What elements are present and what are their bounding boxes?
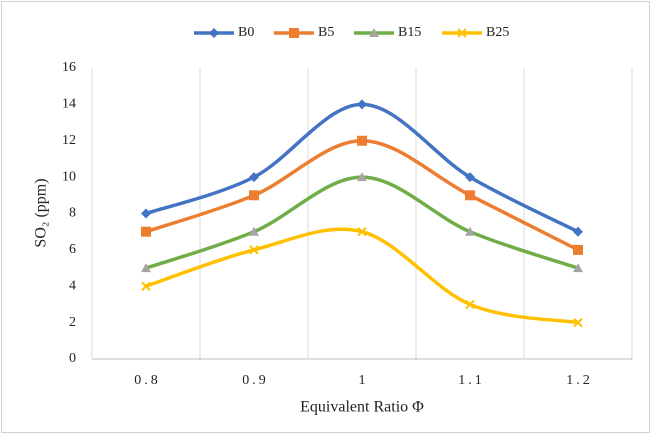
y-tick-label: 14: [62, 97, 76, 112]
y-tick-label: 0: [69, 351, 76, 366]
legend-item: B5: [274, 25, 334, 40]
marker: [357, 172, 367, 182]
y-tick-label: 8: [69, 206, 76, 221]
legend-item: B25: [442, 25, 509, 40]
x-tick-label: 1.1: [458, 373, 485, 388]
marker: [573, 317, 583, 328]
marker: [465, 226, 475, 236]
marker: [357, 99, 367, 110]
marker: [141, 281, 151, 291]
marker: [573, 226, 583, 237]
marker: [573, 244, 583, 255]
legend-label: B15: [398, 25, 421, 40]
marker: [209, 28, 219, 38]
y-tick-label: 10: [62, 169, 76, 184]
marker: [357, 226, 367, 237]
marker: [465, 299, 475, 310]
x-tick-label: 1.2: [566, 373, 593, 388]
marker: [249, 190, 259, 201]
x-axis-title: Equivalent Ratio Φ: [300, 399, 424, 416]
marker: [357, 135, 367, 146]
y-tick-label: 16: [62, 60, 76, 75]
marker: [141, 226, 151, 237]
y-tick-label: 12: [62, 133, 76, 148]
marker: [465, 190, 475, 201]
legend-item: B0: [194, 25, 254, 40]
legend-item: B15: [354, 25, 421, 40]
marker: [249, 226, 259, 236]
legend-label: B5: [318, 25, 334, 40]
legend-label: B0: [238, 25, 254, 40]
y-axis-title: SO₂ (ppm): [33, 178, 50, 247]
marker: [289, 28, 299, 38]
marker: [141, 208, 151, 219]
marker: [249, 245, 259, 255]
x-tick-label: 0.8: [134, 373, 161, 388]
marker: [141, 263, 151, 273]
marker: [465, 172, 475, 183]
marker: [457, 28, 467, 38]
y-tick-label: 6: [69, 242, 76, 257]
x-tick-label: 1: [359, 373, 369, 388]
y-tick-label: 4: [69, 278, 76, 293]
marker: [369, 28, 379, 37]
y-tick-label: 2: [69, 315, 76, 330]
marker: [249, 172, 259, 183]
marker: [573, 263, 583, 273]
legend-label: B25: [486, 25, 509, 40]
x-tick-label: 0.9: [242, 373, 269, 388]
